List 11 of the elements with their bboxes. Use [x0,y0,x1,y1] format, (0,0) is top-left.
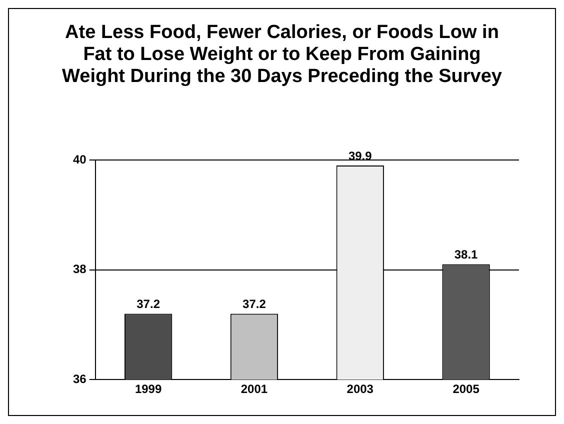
x-tick-label: 2005 [452,382,480,396]
y-tick-label: 38 [72,262,87,276]
data-label: 37.2 [136,297,160,312]
y-tick-label: 40 [72,152,87,166]
y-tick-label: 36 [72,372,87,386]
chart-title: Ate Less Food, Fewer Calories, or Foods Low in Fat to Lose Weight or to Keep From Gaining Weight During the 30 Days Preceding the Survey [62,22,502,88]
data-label: 37.2 [242,297,266,312]
x-tick-label: 2003 [346,382,374,396]
x-tick-label: 1999 [134,382,162,396]
x-tick-label: 2001 [240,382,268,396]
data-label: 38.1 [454,248,478,262]
